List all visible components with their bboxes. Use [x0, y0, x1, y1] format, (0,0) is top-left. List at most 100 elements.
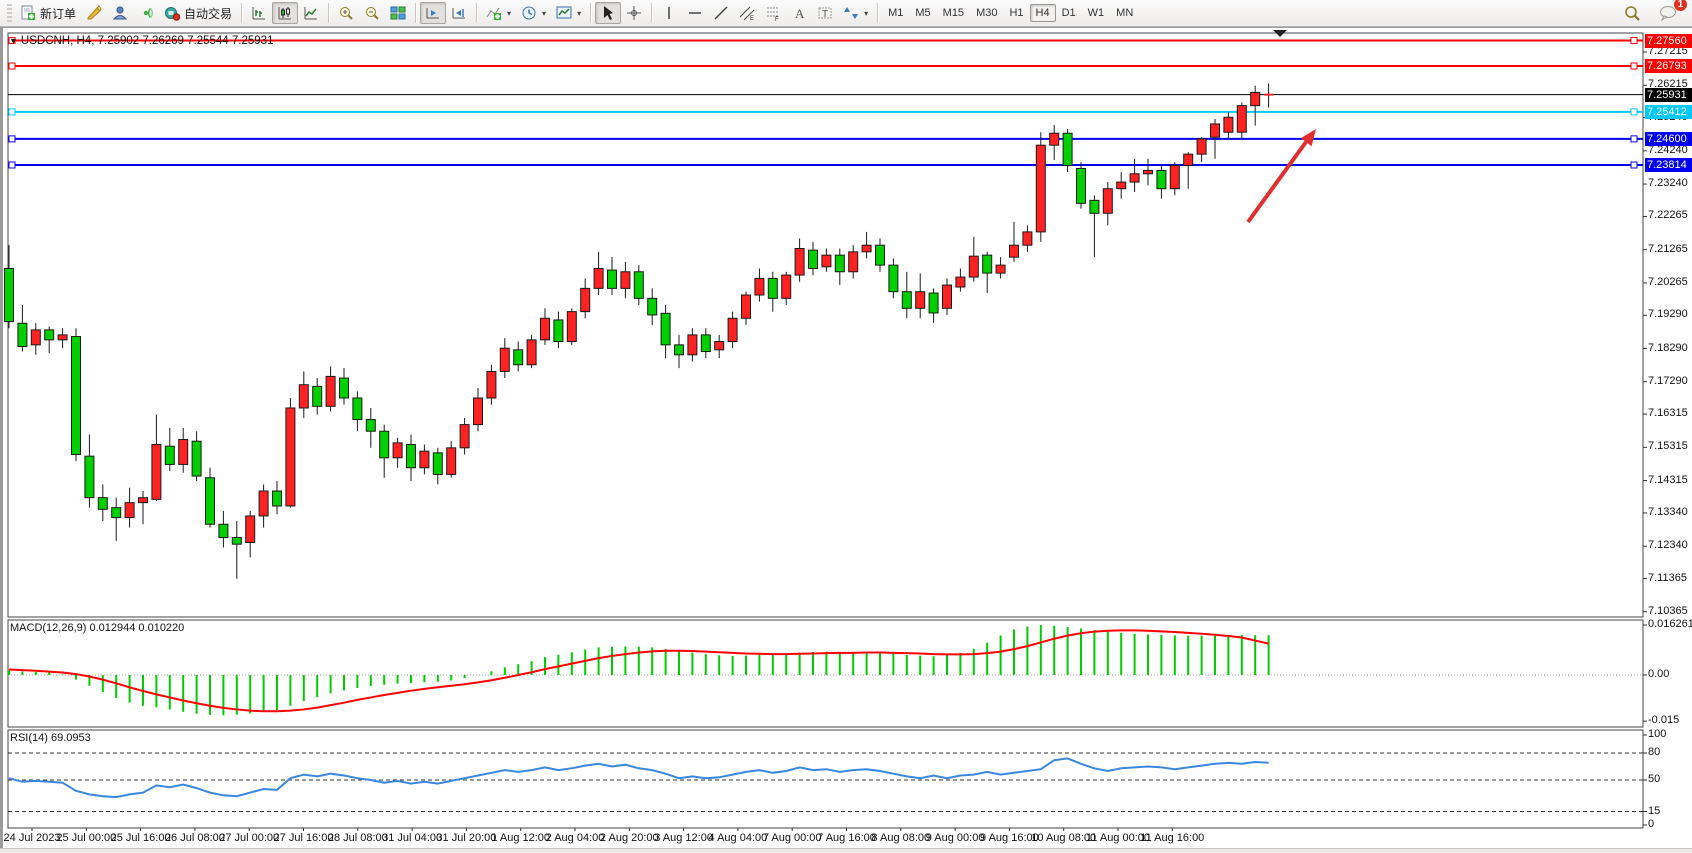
search-button[interactable] — [1619, 2, 1646, 24]
price-axis-tick: 7.10365 — [1648, 604, 1688, 617]
rsi-axis-tick: 50 — [1648, 773, 1661, 785]
auto-scroll-button[interactable] — [420, 2, 447, 24]
timeframe-h4-button[interactable]: H4 — [1029, 4, 1056, 22]
cursor-icon — [600, 5, 616, 21]
bar-chart-icon — [251, 5, 267, 21]
indicators-button[interactable]: ▾ — [481, 2, 516, 24]
macd-axis-tick: 0.00 — [1648, 668, 1670, 680]
templates-icon — [556, 5, 572, 21]
chevron-down-icon: ▾ — [542, 8, 547, 18]
signals-button[interactable] — [133, 2, 159, 24]
text-tool-button[interactable]: A — [786, 2, 812, 24]
main-toolbar: 新订单 自动交易 — [0, 0, 1692, 27]
time-axis-label: 7 Aug 00:00 — [762, 832, 822, 844]
toolbar-separator — [651, 3, 653, 23]
price-axis-tick: 7.20265 — [1648, 275, 1688, 288]
level-price-badge[interactable]: 7.27560 — [1645, 33, 1692, 48]
time-axis-label: 11 Aug 16:00 — [1140, 832, 1205, 844]
time-axis-label: 4 Aug 04:00 — [708, 832, 768, 844]
timeframe-m15-button[interactable]: M15 — [942, 7, 965, 19]
rsi-axis-tick: 0 — [1648, 818, 1655, 830]
toolbar-separator — [241, 3, 243, 23]
time-axis-label: 7 Aug 16:00 — [817, 832, 876, 844]
arrows-tool-button[interactable]: ▾ — [838, 2, 873, 24]
toolbar-separator — [877, 3, 879, 23]
timeframe-m30-button[interactable]: M30 — [976, 7, 998, 19]
crayon-icon — [86, 5, 102, 21]
vertical-line-icon — [661, 5, 677, 21]
chevron-down-icon: ▾ — [507, 8, 512, 18]
styler-button[interactable] — [81, 2, 107, 24]
zoom-out-icon — [364, 5, 380, 21]
level-price-badge[interactable]: 7.25412 — [1645, 104, 1692, 119]
clock-icon — [521, 5, 537, 21]
timeframe-mn-button[interactable]: MN — [1116, 7, 1134, 19]
level-price-badge[interactable]: 7.26793 — [1645, 59, 1692, 74]
notifications-button[interactable]: 1 — [1654, 0, 1687, 24]
line-chart-button[interactable] — [298, 2, 324, 24]
periods-button[interactable]: ▾ — [516, 2, 551, 24]
price-axis-tick: 7.12340 — [1648, 539, 1688, 552]
macd-axis-tick: -0.015 — [1648, 714, 1680, 727]
fibonacci-tool-button[interactable]: F — [760, 2, 786, 24]
cursor-tool-button[interactable] — [595, 2, 622, 24]
price-axis-tick: 7.23240 — [1648, 177, 1688, 190]
line-chart-icon — [303, 5, 319, 21]
price-axis-tick: 7.14315 — [1648, 473, 1688, 486]
toolbar-separator — [590, 3, 592, 23]
timeframe-m5-button[interactable]: M5 — [915, 7, 931, 19]
text-label-icon: T — [817, 5, 833, 21]
time-axis-label: 9 Aug 16:00 — [980, 832, 1039, 844]
time-axis-label: 2 Aug 04:00 — [545, 832, 605, 844]
price-axis-tick: 7.19290 — [1648, 308, 1688, 321]
auto-trading-button[interactable]: 自动交易 — [159, 2, 237, 24]
text-label-tool-button[interactable]: T — [812, 2, 838, 24]
level-price-badge[interactable]: 7.23814 — [1645, 157, 1692, 172]
time-axis-label: 25 Jul 16:00 — [110, 832, 171, 844]
macd-axis-tick: 0.016261 — [1648, 617, 1692, 630]
level-price-badge[interactable]: 7.24600 — [1645, 131, 1692, 146]
price-axis-tick: 7.26215 — [1648, 78, 1688, 91]
toolbar-grip — [7, 4, 12, 22]
timeframe-w1-button[interactable]: W1 — [1087, 7, 1105, 19]
zoom-in-button[interactable] — [333, 2, 359, 24]
chart-shift-button[interactable] — [446, 2, 472, 24]
crosshair-tool-button[interactable] — [621, 2, 647, 24]
time-axis-label: 31 Jul 20:00 — [436, 832, 497, 844]
zoom-out-button[interactable] — [359, 2, 385, 24]
price-axis-tick: 7.13340 — [1648, 505, 1688, 518]
timeframe-h1-button[interactable]: H1 — [1009, 7, 1024, 19]
svg-text:A: A — [795, 6, 805, 21]
horizontal-line-tool-button[interactable] — [682, 2, 708, 24]
templates-button[interactable]: ▾ — [551, 2, 586, 24]
time-axis-label: 10 Aug 08:00 — [1031, 832, 1097, 844]
chat-bubble-icon — [1659, 5, 1677, 21]
candlestick-chart-button[interactable] — [272, 2, 299, 24]
toolbar-separator — [328, 3, 330, 23]
chart-menu-triangle-icon[interactable]: ▼ — [9, 36, 18, 46]
new-order-button[interactable]: 新订单 — [15, 2, 81, 24]
price-axis-tick: 7.24240 — [1648, 143, 1688, 156]
price-axis-tick: 7.21265 — [1648, 242, 1688, 255]
time-axis-label: 27 Jul 16:00 — [273, 832, 334, 844]
timeframe-d1-button[interactable]: D1 — [1061, 7, 1076, 19]
trendline-tool-button[interactable] — [708, 2, 734, 24]
arrows-icon — [843, 5, 859, 21]
price-axis-tick: 7.15315 — [1648, 440, 1688, 453]
tile-windows-button[interactable] — [385, 2, 411, 24]
candlestick-chart-icon — [277, 5, 293, 21]
equidistant-channel-icon: E — [739, 5, 755, 21]
community-button[interactable] — [107, 2, 133, 24]
bar-chart-button[interactable] — [246, 2, 272, 24]
horizontal-line-icon — [687, 5, 703, 21]
time-axis-label: 2 Aug 20:00 — [599, 832, 659, 844]
rsi-axis-tick: 15 — [1648, 804, 1661, 817]
current-price-badge: 7.25931 — [1645, 87, 1692, 102]
channel-tool-button[interactable]: E — [734, 2, 760, 24]
crosshair-icon — [626, 5, 642, 21]
vertical-line-tool-button[interactable] — [656, 2, 682, 24]
svg-text:T: T — [822, 9, 828, 20]
chart-shift-icon — [451, 5, 467, 21]
timeframe-m1-button[interactable]: M1 — [888, 7, 904, 19]
